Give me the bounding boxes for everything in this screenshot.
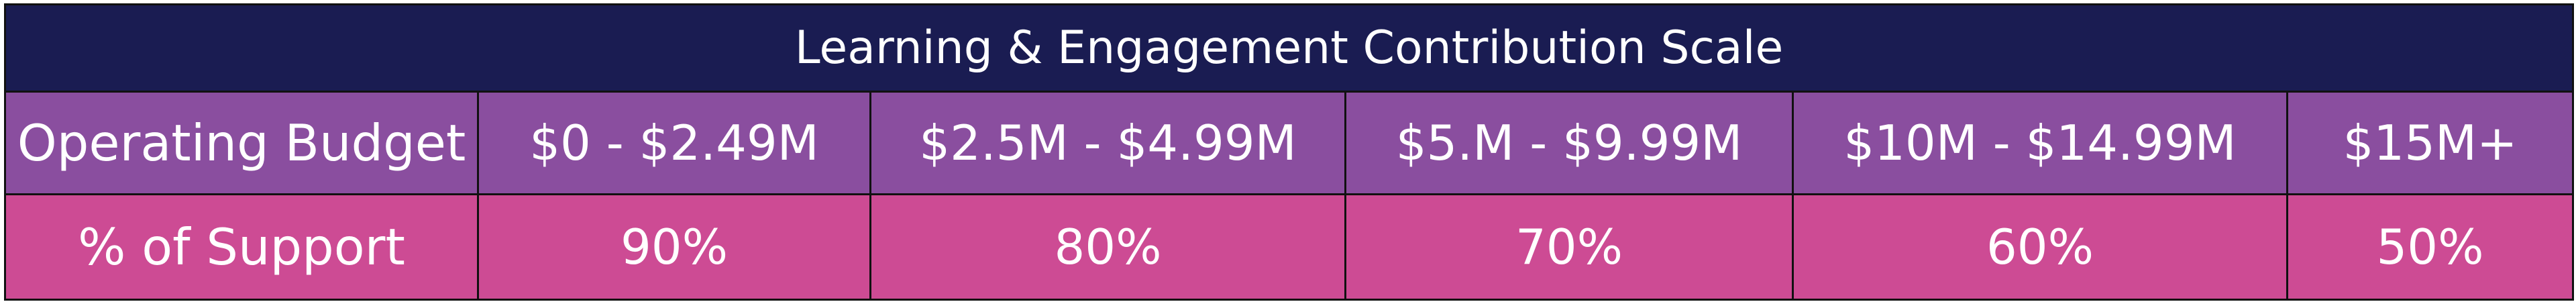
support-percentage-row: % of Support 90% 80% 70% 60% 50% bbox=[4, 193, 2575, 301]
budget-range-cell: $2.5M - $4.99M bbox=[869, 91, 1346, 195]
support-percentage-cell: 80% bbox=[869, 193, 1346, 301]
operating-budget-row: Operating Budget $0 - $2.49M $2.5M - $4.… bbox=[4, 91, 2575, 195]
support-percentage-cell: 60% bbox=[1792, 193, 2288, 301]
support-percentage-cell: 70% bbox=[1344, 193, 1794, 301]
contribution-scale-table: Learning & Engagement Contribution Scale… bbox=[3, 3, 2575, 301]
title-row: Learning & Engagement Contribution Scale bbox=[3, 3, 2575, 93]
budget-range-cell: $10M - $14.99M bbox=[1792, 91, 2288, 195]
budget-range-cell: $15M+ bbox=[2286, 91, 2575, 195]
table-title: Learning & Engagement Contribution Scale bbox=[3, 3, 2575, 93]
support-percentage-cell: 50% bbox=[2286, 193, 2575, 301]
budget-range-cell: $5.M - $9.99M bbox=[1344, 91, 1794, 195]
budget-range-cell: $0 - $2.49M bbox=[477, 91, 871, 195]
operating-budget-label: Operating Budget bbox=[4, 91, 479, 195]
support-percentage-cell: 90% bbox=[477, 193, 871, 301]
support-percentage-label: % of Support bbox=[4, 193, 479, 301]
